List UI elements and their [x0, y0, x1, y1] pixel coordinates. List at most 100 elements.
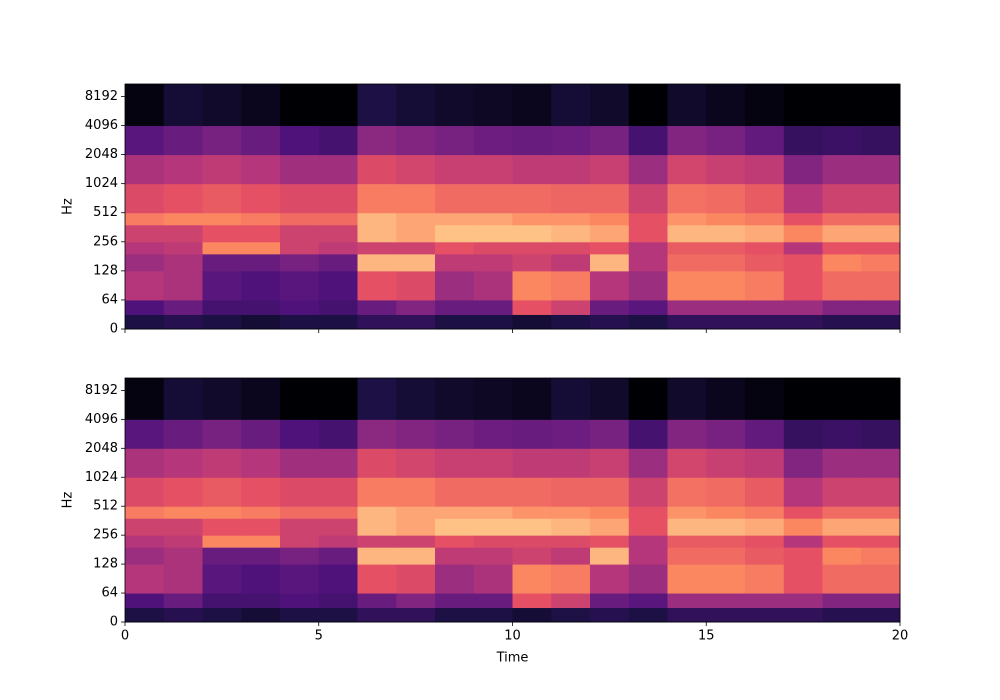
- spectrogram-cell: [861, 183, 901, 214]
- spectrogram-cell: [473, 253, 513, 272]
- spectrogram-cell: [667, 84, 707, 127]
- spectrogram-cell: [628, 125, 668, 156]
- spectrogram-cell: [163, 518, 203, 536]
- spectrogram-cell: [745, 518, 785, 536]
- spectrogram-cell: [473, 547, 513, 565]
- spectrogram-cell: [628, 212, 668, 226]
- spectrogram-cell: [202, 314, 242, 330]
- spectrogram-cell: [512, 314, 552, 330]
- spectrogram-cell: [473, 299, 513, 315]
- spectrogram-cell: [822, 212, 862, 226]
- spectrogram-cell: [590, 212, 630, 226]
- spectrogram-cell: [822, 224, 862, 243]
- x-axis-label: Time: [496, 651, 529, 666]
- spectrogram-cell: [357, 506, 397, 519]
- spectrogram-cell: [861, 564, 901, 594]
- spectrogram-cell: [628, 419, 668, 449]
- spectrogram-cell: [551, 535, 591, 548]
- spectrogram-cell: [628, 593, 668, 609]
- spectrogram-cell: [861, 212, 901, 226]
- spectrogram-cell: [861, 299, 901, 315]
- spectrogram-cell: [435, 314, 475, 330]
- spectrogram-cell: [667, 378, 707, 420]
- spectrogram-cell: [435, 212, 475, 226]
- spectrogram-cell: [628, 154, 668, 185]
- spectrogram-cell: [628, 607, 668, 623]
- y-tick-label: 512: [93, 499, 118, 514]
- spectrogram-cell: [357, 547, 397, 565]
- spectrogram-cell: [435, 270, 475, 301]
- spectrogram-cell: [706, 564, 746, 594]
- spectrogram-cell: [280, 154, 320, 185]
- spectrogram-cell: [628, 448, 668, 478]
- spectrogram-cell: [822, 299, 862, 315]
- spectrogram-cell: [512, 183, 552, 214]
- x-tick-label: 10: [504, 629, 521, 644]
- spectrogram-cell: [512, 535, 552, 548]
- spectrogram-cell: [473, 419, 513, 449]
- spectrogram-cell: [783, 593, 823, 609]
- spectrogram-cell: [163, 253, 203, 272]
- spectrogram-cell: [241, 154, 281, 185]
- spectrogram-cell: [396, 477, 436, 507]
- spectrogram-cell: [667, 212, 707, 226]
- spectrogram-cell: [745, 593, 785, 609]
- spectrogram-cell: [318, 607, 358, 623]
- spectrogram-cell: [202, 535, 242, 548]
- spectrogram-cell: [783, 253, 823, 272]
- spectrogram-cell: [628, 270, 668, 301]
- spectrogram-cell: [163, 154, 203, 185]
- spectrogram-cell: [280, 477, 320, 507]
- spectrogram-cell: [783, 535, 823, 548]
- spectrogram-cell: [435, 241, 475, 255]
- spectrogram-cell: [473, 607, 513, 623]
- spectrogram-cell: [280, 547, 320, 565]
- spectrogram-cell: [706, 299, 746, 315]
- spectrogram-cell: [280, 212, 320, 226]
- spectrogram-cell: [822, 518, 862, 536]
- spectrogram-cell: [280, 535, 320, 548]
- spectrogram-cell: [745, 241, 785, 255]
- spectrogram-cell: [125, 84, 165, 127]
- spectrogram-cell: [706, 224, 746, 243]
- spectrogram-cell: [318, 183, 358, 214]
- x-tick-label: 0: [121, 629, 129, 644]
- spectrogram-cell: [163, 547, 203, 565]
- spectrogram-cell: [280, 448, 320, 478]
- spectrogram-cell: [706, 154, 746, 185]
- spectrogram-cell: [551, 477, 591, 507]
- spectrogram-cell: [590, 253, 630, 272]
- spectrogram-cell: [318, 253, 358, 272]
- spectrogram-cell: [280, 518, 320, 536]
- spectrogram-cell: [241, 125, 281, 156]
- spectrogram-cell: [745, 270, 785, 301]
- spectrogram-cell: [861, 378, 901, 420]
- spectrogram-cell: [628, 547, 668, 565]
- spectrogram-cell: [435, 535, 475, 548]
- spectrogram-cell: [745, 84, 785, 127]
- spectrogram-cell: [590, 518, 630, 536]
- spectrogram-cell: [318, 506, 358, 519]
- spectrogram-cell: [241, 607, 281, 623]
- spectrogram-cell: [667, 241, 707, 255]
- spectrogram-cell: [745, 506, 785, 519]
- spectrogram-cell: [783, 125, 823, 156]
- spectrogram-cell: [628, 535, 668, 548]
- spectrogram-cell: [473, 506, 513, 519]
- spectrogram-cell: [628, 314, 668, 330]
- spectrogram-cell: [706, 84, 746, 127]
- spectrogram-cell: [318, 378, 358, 420]
- spectrogram-cell: [628, 224, 668, 243]
- spectrogram-cell: [551, 314, 591, 330]
- spectrogram-cell: [590, 535, 630, 548]
- spectrogram-cell: [163, 183, 203, 214]
- spectrogram-cell: [125, 299, 165, 315]
- spectrogram-cell: [202, 448, 242, 478]
- spectrogram-cell: [822, 84, 862, 127]
- spectrogram-cell: [473, 477, 513, 507]
- spectrogram-cell: [512, 607, 552, 623]
- spectrogram-cell: [357, 314, 397, 330]
- spectrogram-cell: [822, 477, 862, 507]
- spectrogram-cell: [822, 448, 862, 478]
- spectrogram-cell: [551, 253, 591, 272]
